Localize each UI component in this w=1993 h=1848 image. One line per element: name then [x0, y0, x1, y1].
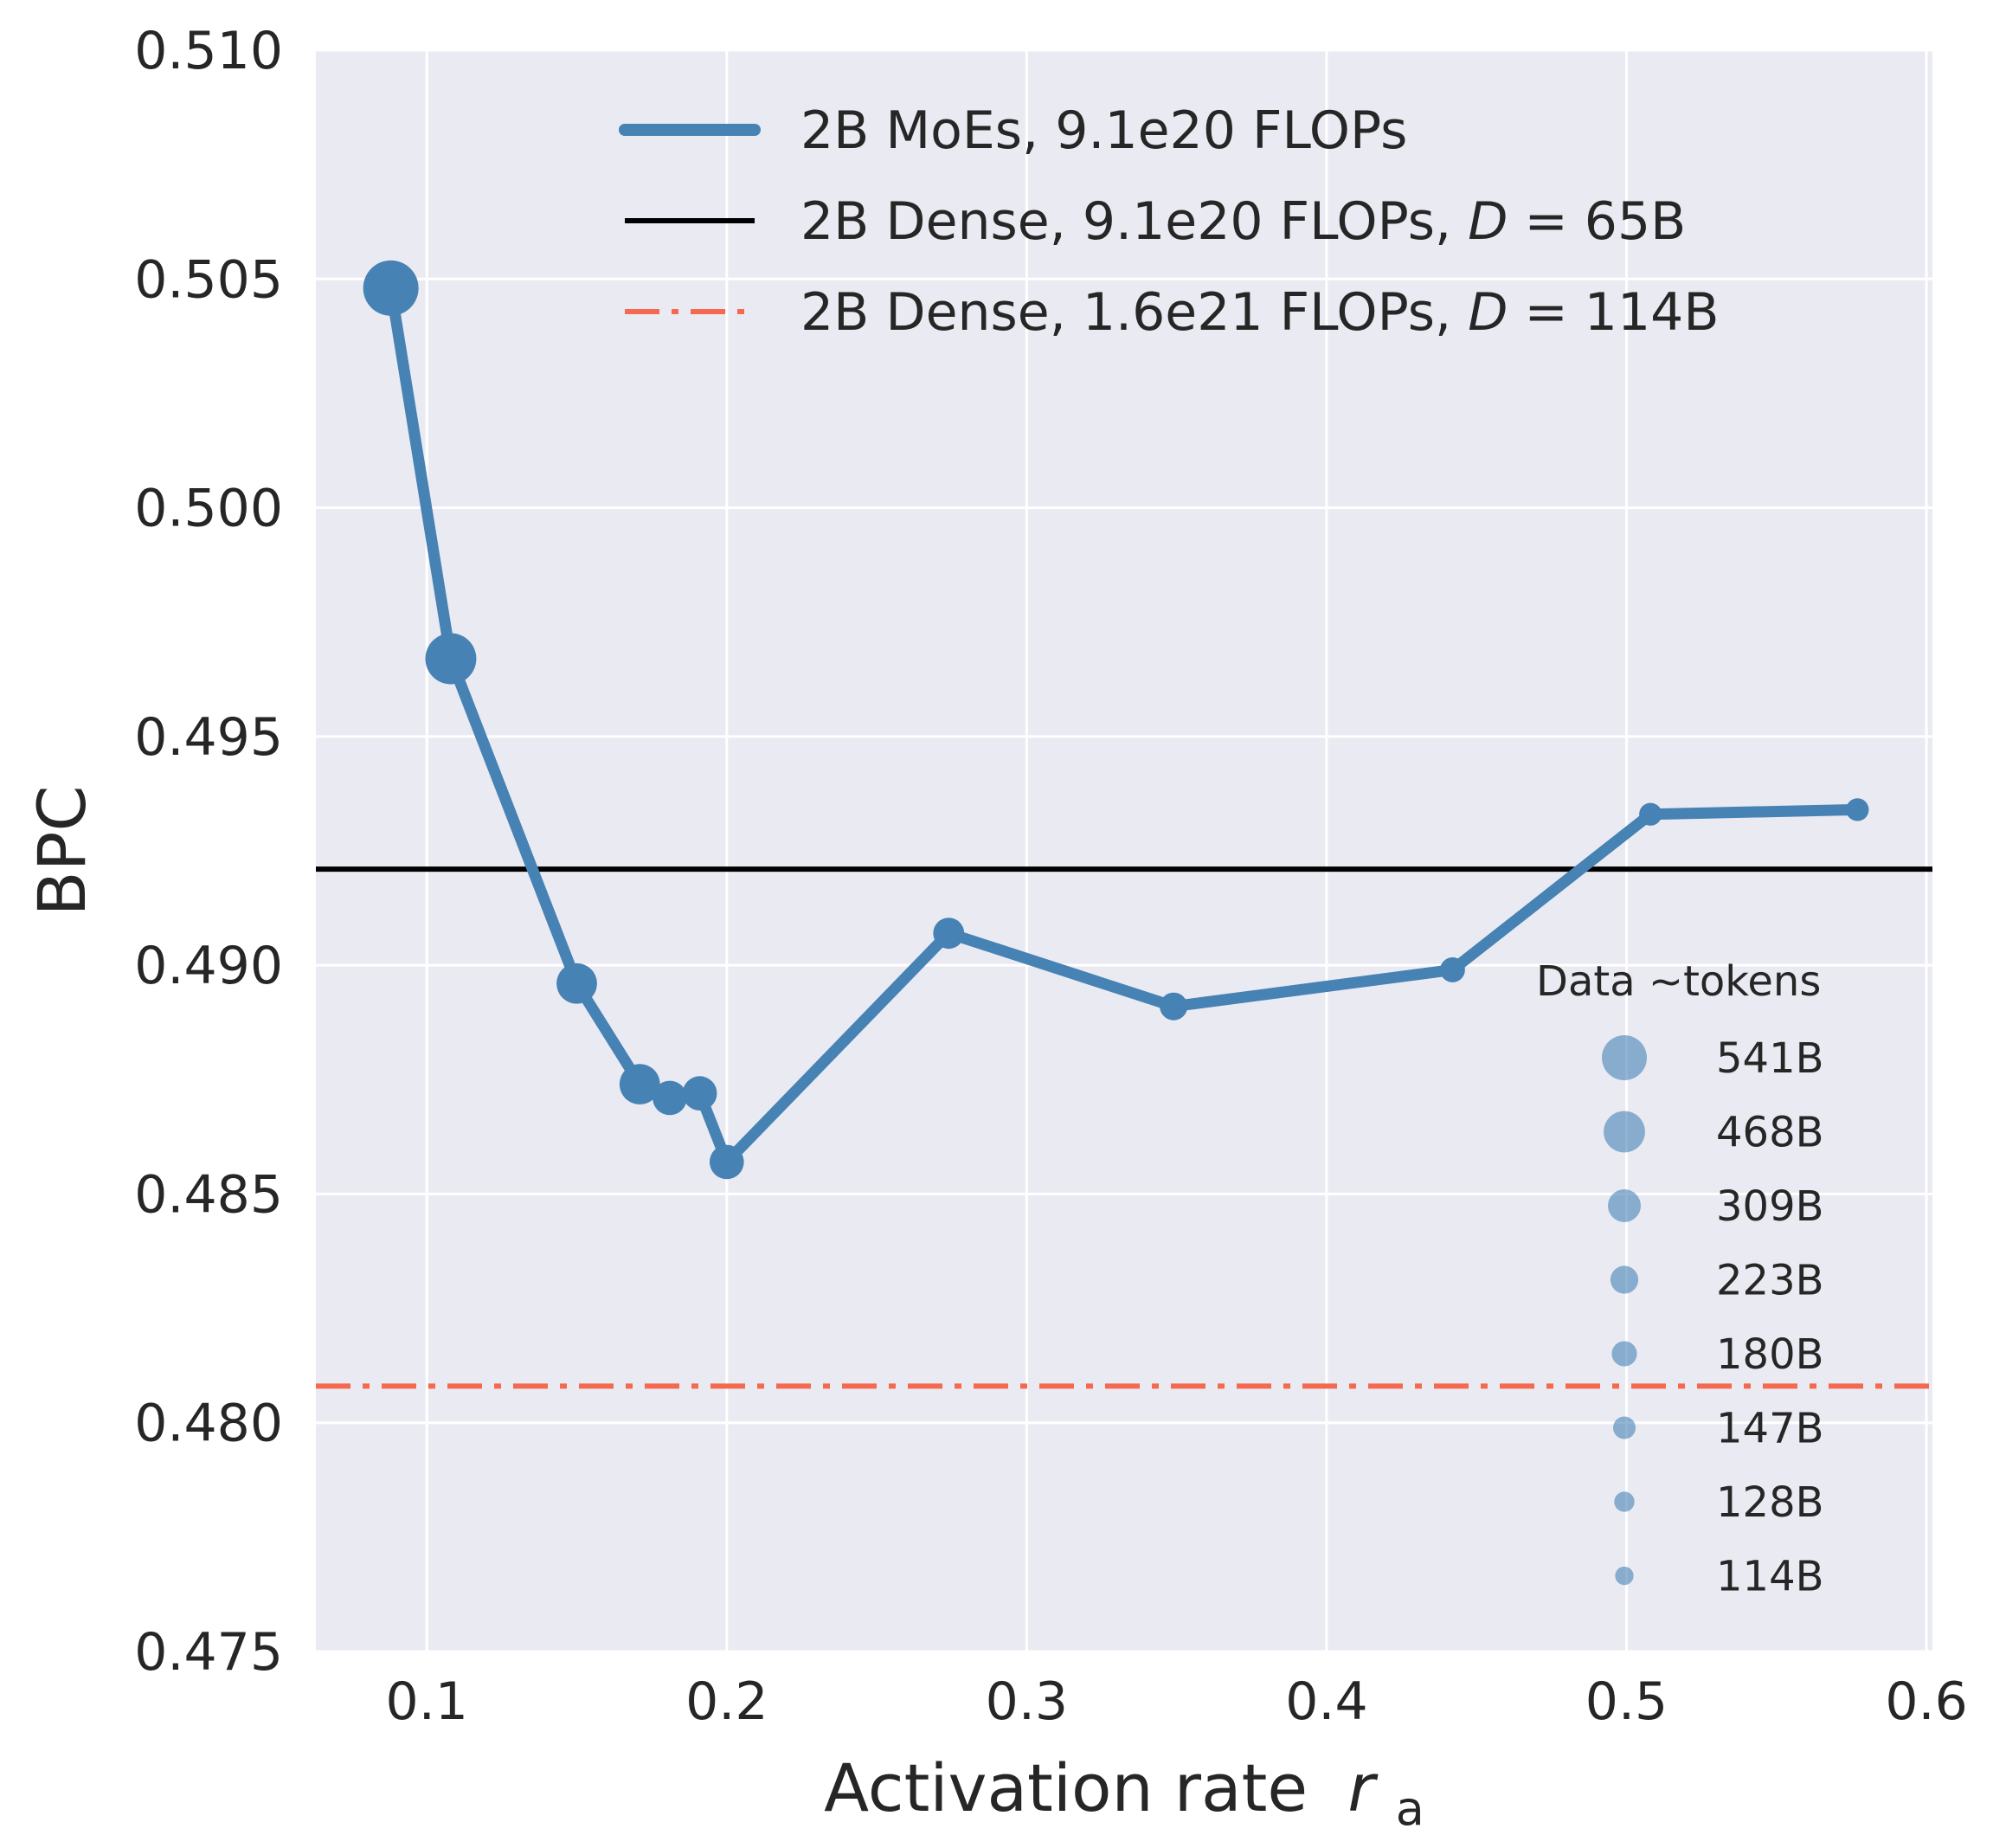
x-axis-title-text: Activation rate — [824, 1749, 1308, 1826]
moe-data-point — [363, 260, 419, 316]
moe-series — [363, 260, 1869, 1180]
y-axis-title: BPC — [23, 785, 100, 916]
moe-data-point — [556, 963, 597, 1004]
size-legend-label: 468B — [1716, 1109, 1824, 1157]
moe-data-point — [1160, 992, 1188, 1021]
x-axis-title: Activation rate r a — [824, 1749, 1424, 1836]
legend-dense-65b-label-part: = 65B — [1508, 191, 1686, 252]
size-legend-title: Data ~tokens — [1536, 957, 1821, 1006]
x-tick-label: 0.2 — [685, 1671, 768, 1732]
size-legend-label: 147B — [1716, 1405, 1824, 1453]
legend-dense-114b-label-part: = 114B — [1508, 282, 1719, 343]
legend-dense-65b-label: 2B Dense, 9.1e20 FLOPs, D = 65B — [800, 191, 1686, 252]
size-legend-marker — [1608, 1189, 1641, 1222]
y-tick-label: 0.490 — [134, 936, 283, 996]
legend: 2B MoEs, 9.1e20 FLOPs 2B Dense, 9.1e20 FL… — [619, 100, 1720, 343]
size-legend-label: 114B — [1716, 1553, 1824, 1601]
size-legend-label: 128B — [1716, 1478, 1824, 1527]
moe-data-point — [425, 633, 477, 685]
moe-data-point — [1440, 957, 1465, 982]
x-axis-title-subscript: a — [1396, 1781, 1424, 1836]
x-tick-label: 0.3 — [986, 1671, 1068, 1732]
size-legend: Data ~tokens 541B 468B 309B 223B 180B 147B 128B… — [1536, 957, 1824, 1601]
reference-lines — [316, 866, 1932, 1389]
x-tick-label: 0.6 — [1885, 1671, 1967, 1732]
size-legend-label: 541B — [1716, 1034, 1824, 1083]
size-legend-label: 223B — [1716, 1257, 1824, 1305]
moe-data-point — [1639, 802, 1662, 826]
moe-data-point — [1846, 798, 1869, 821]
size-legend-marker — [1610, 1265, 1639, 1294]
y-tick-label: 0.480 — [134, 1394, 283, 1454]
size-legend-marker — [1602, 1035, 1647, 1080]
size-legend-marker — [1611, 1341, 1637, 1367]
y-tick-label: 0.485 — [134, 1164, 283, 1225]
size-legend-marker — [1614, 1491, 1635, 1512]
legend-dense-114b-label: 2B Dense, 1.6e21 FLOPs, D = 114B — [800, 282, 1720, 343]
size-legend-marker — [1604, 1111, 1645, 1153]
legend-dense-65b-label-part: D — [1468, 191, 1508, 252]
x-tick-label: 0.4 — [1285, 1671, 1367, 1732]
y-tick-label: 0.510 — [134, 21, 283, 81]
y-tick-label: 0.505 — [134, 249, 283, 310]
legend-dense-114b-label-part: 2B Dense, 1.6e21 FLOPs, — [800, 282, 1468, 343]
y-tick-label: 0.495 — [134, 707, 283, 768]
moe-data-point — [933, 918, 965, 950]
x-axis-title-symbol: r — [1347, 1749, 1379, 1826]
moe-series-line — [385, 282, 1863, 1168]
grid — [316, 48, 1932, 1653]
legend-moe-label: 2B MoEs, 9.1e20 FLOPs — [800, 100, 1407, 161]
size-legend-label: 309B — [1716, 1182, 1824, 1231]
x-tick-label: 0.5 — [1585, 1671, 1668, 1732]
legend-dense-114b-label-part: D — [1468, 282, 1508, 343]
y-tick-label: 0.500 — [134, 479, 283, 539]
moe-data-point — [619, 1064, 660, 1104]
size-legend-marker — [1615, 1566, 1634, 1586]
x-axis-ticks: 0.1 0.2 0.3 0.4 0.5 0.6 — [386, 1671, 1968, 1732]
moe-data-point — [653, 1080, 687, 1116]
legend-dense-65b-label-part: 2B Dense, 9.1e20 FLOPs, — [800, 191, 1468, 252]
size-legend-marker — [1613, 1416, 1636, 1439]
moe-data-point — [709, 1144, 744, 1180]
size-legend-label: 180B — [1716, 1330, 1824, 1379]
y-axis-ticks: 0.475 0.480 0.485 0.490 0.495 0.500 0.505 0.510 — [134, 21, 283, 1683]
y-tick-label: 0.475 — [134, 1622, 283, 1683]
x-tick-label: 0.1 — [386, 1671, 468, 1732]
moe-data-point — [682, 1076, 717, 1111]
